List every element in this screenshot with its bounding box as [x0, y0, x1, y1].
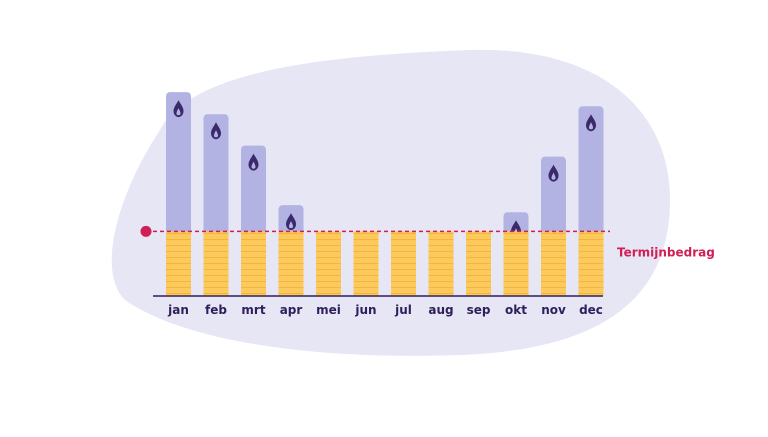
- month-label-mei: mei: [316, 303, 341, 317]
- month-label-feb: feb: [205, 303, 227, 317]
- flame-icon: [248, 153, 259, 171]
- month-label-dec: dec: [579, 303, 603, 317]
- month-label-okt: okt: [505, 303, 527, 317]
- bar-base-sep: [466, 231, 491, 296]
- bar-base-jun: [353, 231, 379, 296]
- flame-icon: [211, 122, 221, 140]
- flame-icon: [586, 114, 596, 132]
- month-label-apr: apr: [280, 303, 303, 317]
- bar-base-feb: [203, 231, 229, 296]
- bars-group: [166, 92, 604, 296]
- month-label-jan: jan: [167, 303, 189, 317]
- termijnbedrag-marker: [140, 225, 152, 237]
- month-label-sep: sep: [467, 303, 491, 317]
- bar-extra-dec: [578, 106, 604, 236]
- bar-base-mei: [316, 231, 341, 296]
- x-axis-labels: jan feb mrt apr mei jun jul aug sep okt nov dec: [167, 303, 603, 317]
- month-label-jul: jul: [394, 303, 412, 317]
- bar-base-apr: [278, 231, 304, 296]
- bar-extra-nov: [541, 156, 566, 236]
- bar-extra-feb: [203, 114, 229, 236]
- flame-icon: [173, 100, 184, 118]
- bar-base-jan: [166, 231, 191, 296]
- month-label-aug: aug: [428, 303, 453, 317]
- month-label-jun: jun: [354, 303, 376, 317]
- bar-base-dec: [578, 231, 604, 296]
- bar-base-mrt: [241, 231, 266, 296]
- flame-icon: [548, 164, 559, 182]
- month-label-mrt: mrt: [241, 303, 265, 317]
- bar-extra-jan: [166, 92, 191, 236]
- bar-base-jul: [391, 231, 416, 296]
- month-label-nov: nov: [541, 303, 566, 317]
- bar-extra-mrt: [241, 145, 266, 236]
- bar-base-okt: [503, 231, 529, 296]
- termijnbedrag-label: Termijnbedrag: [617, 245, 715, 259]
- bar-base-nov: [541, 231, 566, 296]
- bar-base-aug: [428, 231, 454, 296]
- flame-icon: [286, 213, 296, 231]
